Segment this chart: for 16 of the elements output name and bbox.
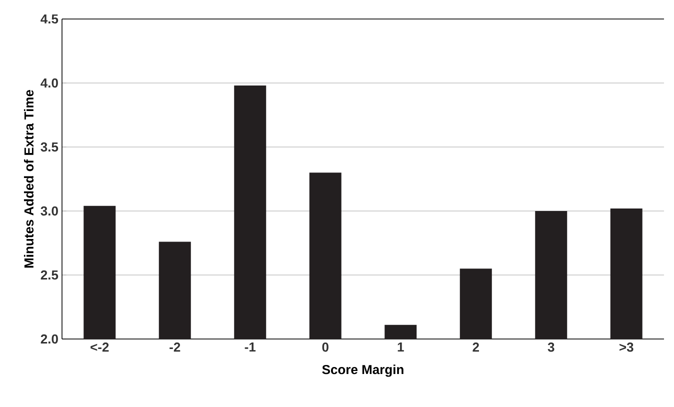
y-axis-title: Minutes Added of Extra Time: [24, 90, 34, 268]
x-axis-title: Score Margin: [322, 364, 404, 377]
y-tick-label: 2.0: [40, 334, 58, 344]
y-tick-label: 3.0: [40, 206, 58, 216]
y-tick-label: 4.5: [40, 14, 58, 24]
x-tick-label: <-2: [90, 342, 109, 352]
x-tick-label: 2: [472, 342, 479, 352]
x-tick-label: -1: [244, 342, 256, 352]
y-tick-label: 4.0: [40, 78, 58, 88]
x-tick-label: >3: [620, 342, 634, 352]
y-tick-label: 2.5: [40, 270, 58, 280]
x-tick-label: 0: [322, 342, 328, 352]
x-tick-label: 3: [548, 342, 554, 352]
y-tick-label: 3.5: [40, 142, 58, 152]
x-tick-label: -2: [170, 342, 180, 352]
x-tick-label: 1: [398, 342, 404, 352]
